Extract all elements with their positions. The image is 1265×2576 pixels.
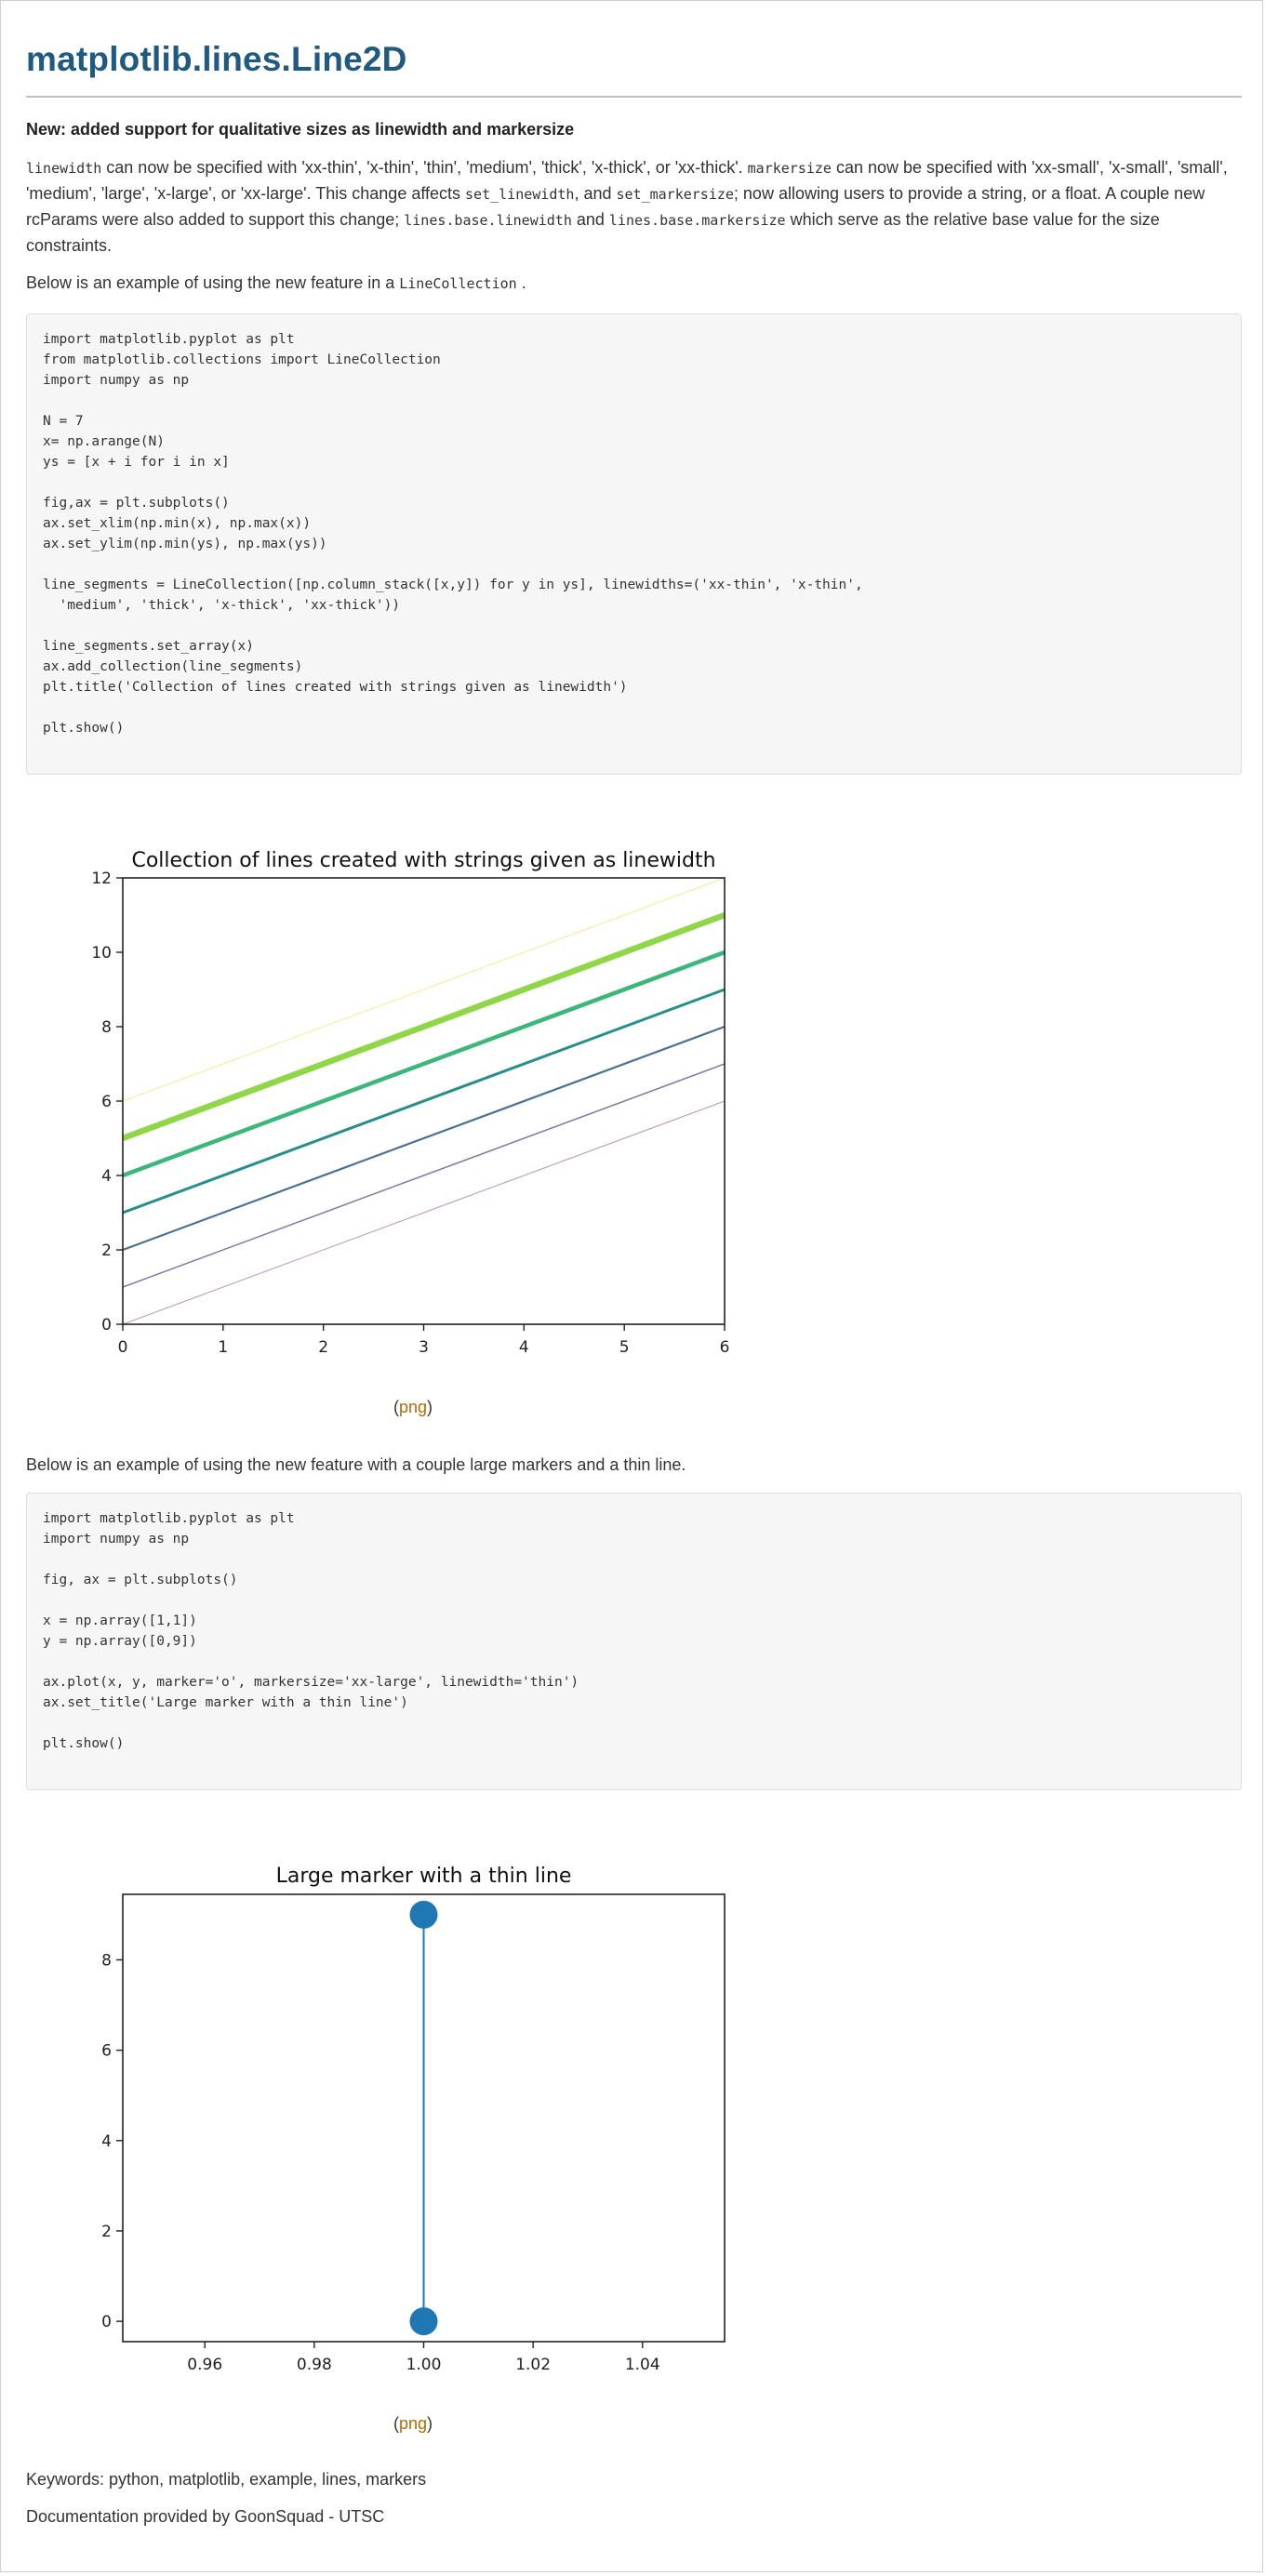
x-tick-label: 5 <box>619 1338 630 1357</box>
series-line-0 <box>123 1100 725 1324</box>
series-line-4 <box>123 949 725 1178</box>
code-block-2-text: import matplotlib.pyplot as plt import n… <box>43 1511 579 1751</box>
x-tick-label: 2 <box>318 1338 328 1357</box>
y-tick-label: 4 <box>101 1167 112 1186</box>
intro-inline-code: markersize <box>747 160 832 177</box>
y-tick-label: 6 <box>101 2042 112 2061</box>
png-link-1-close: ) <box>427 1398 433 1416</box>
data-point-marker <box>409 2307 438 2336</box>
x-tick-label: 0.98 <box>297 2356 332 2374</box>
chart-title: Collection of lines created with strings… <box>131 849 715 872</box>
y-tick-label: 2 <box>101 1242 112 1260</box>
series-line-6 <box>123 878 725 1102</box>
intro-inline-code: set_markersize <box>616 186 734 203</box>
png-link-2-wrapper: (png) <box>393 2414 433 2434</box>
x-tick-label: 1.02 <box>515 2356 551 2374</box>
png-link-2-close: ) <box>427 2414 433 2433</box>
intro-inline-code: linewidth <box>26 160 102 177</box>
code-block-1-text: import matplotlib.pyplot as plt from mat… <box>43 332 863 736</box>
intro-inline-code: set_linewidth <box>465 186 575 203</box>
page-title: matplotlib.lines.Line2D <box>26 40 407 78</box>
intro-text: , and <box>574 184 617 203</box>
code-block-1: import matplotlib.pyplot as plt from mat… <box>26 313 1242 775</box>
x-tick-label: 6 <box>720 1338 730 1357</box>
png-link-1[interactable]: png <box>399 1398 428 1416</box>
intro-text: can now be specified with 'xx-thin', 'x-… <box>101 158 748 177</box>
intro-inline-code: lines.base.linewidth <box>404 212 572 229</box>
section-heading: New: added support for qualitative sizes… <box>26 120 575 139</box>
series-line-3 <box>123 988 725 1215</box>
png-link-1-wrapper: (png) <box>393 1398 433 1417</box>
y-tick-label: 10 <box>91 944 112 963</box>
png-link-1-open: ( <box>393 1398 399 1416</box>
chart-title: Large marker with a thin line <box>276 1865 572 1888</box>
keywords: Keywords: python, matplotlib, example, l… <box>26 2470 427 2489</box>
x-tick-label: 1 <box>218 1338 228 1357</box>
example1-intro: Below is an example of using the new fea… <box>26 271 1235 297</box>
x-tick-label: 4 <box>519 1338 529 1357</box>
title-divider <box>26 96 1242 98</box>
series-line-1 <box>123 1063 725 1288</box>
intro-text: which serve as the relative base value f… <box>26 210 1160 255</box>
large-marker-chart: 0.96 0.98 1.00 1.02 1.04 0 2 4 6 8 Large marker wi… <box>101 1865 726 2374</box>
series-line-2 <box>123 1025 725 1252</box>
intro-text: can now be specified with 'xx-small', 'x… <box>26 158 1228 203</box>
series-line-5 <box>123 911 725 1142</box>
data-point-marker <box>409 1900 438 1929</box>
example1-prefix: Below is an example of using the new fea… <box>26 273 400 292</box>
y-tick-label: 8 <box>101 1018 112 1037</box>
plot-series-group <box>123 878 725 1324</box>
png-link-2-open: ( <box>393 2414 399 2433</box>
intro-inline-code: lines.base.markersize <box>608 212 786 229</box>
y-tick-label: 0 <box>101 1316 112 1334</box>
y-tick-label: 2 <box>101 2223 112 2241</box>
x-tick-label: 0 <box>118 1338 128 1357</box>
credit: Documentation provided by GoonSquad - UT… <box>26 2507 385 2526</box>
y-tick-label: 4 <box>101 2132 112 2151</box>
x-tick-label: 3 <box>419 1338 429 1357</box>
example2-intro: Below is an example of using the new fea… <box>26 1455 686 1474</box>
y-tick-label: 8 <box>101 1951 112 1970</box>
intro-paragraph: linewidth can now be specified with 'xx-… <box>26 155 1235 259</box>
intro-text: ; now allowing users to provide a string… <box>26 184 1205 229</box>
code-block-2: import matplotlib.pyplot as plt import n… <box>26 1493 1242 1790</box>
x-tick-label: 1.00 <box>406 2356 442 2374</box>
example1-suffix: . <box>516 273 526 292</box>
y-tick-label: 0 <box>101 2313 112 2331</box>
y-tick-label: 6 <box>101 1093 112 1111</box>
y-tick-label: 12 <box>91 870 112 888</box>
x-tick-label: 1.04 <box>625 2356 660 2374</box>
png-link-2[interactable]: png <box>399 2414 428 2433</box>
x-tick-label: 0.96 <box>187 2356 222 2374</box>
intro-text: and <box>571 210 609 229</box>
example1-inline-code: LineCollection <box>399 275 517 292</box>
